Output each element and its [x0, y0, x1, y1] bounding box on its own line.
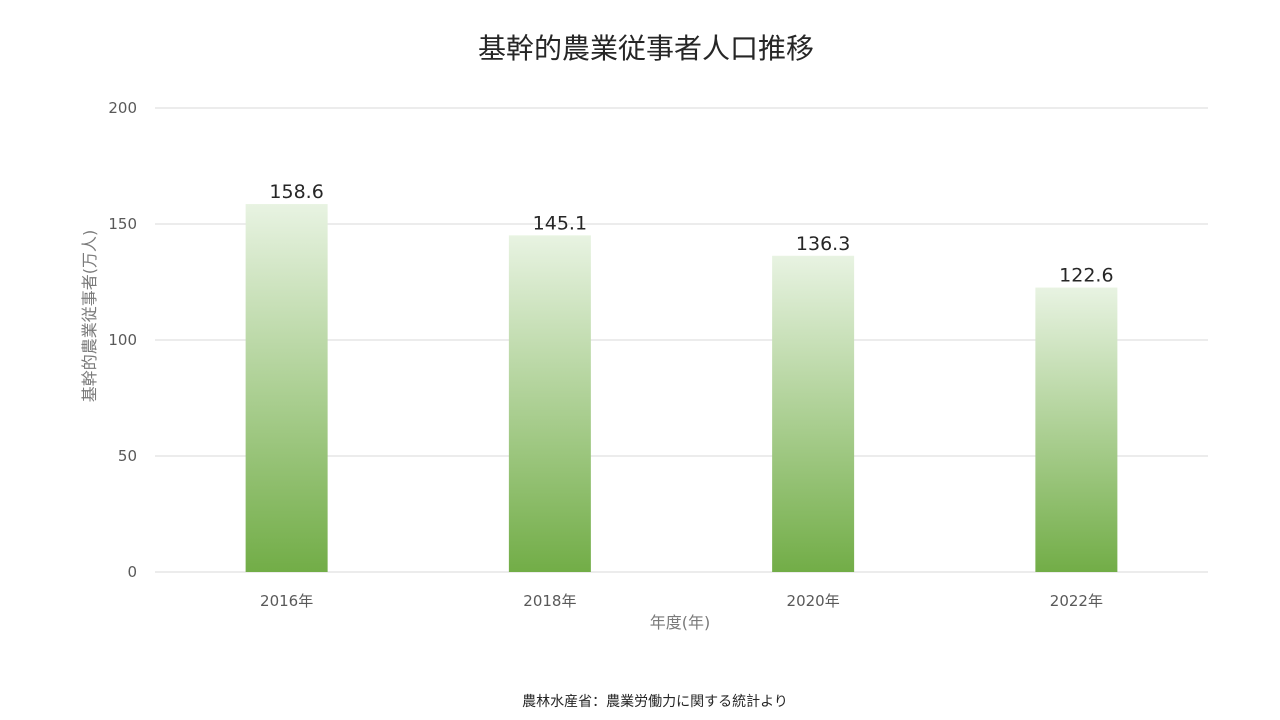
- bar: [772, 255, 855, 572]
- data-labels: 158.6 145.1 136.3 122.6: [269, 181, 1113, 287]
- y-tick-label: 100: [108, 331, 137, 349]
- x-axis-label: 年度(年): [650, 613, 711, 632]
- gridlines: [155, 107, 1208, 573]
- y-tick-label: 200: [108, 99, 137, 117]
- data-label: 136.3: [796, 233, 850, 255]
- data-label: 158.6: [269, 181, 323, 203]
- bar: [1035, 287, 1118, 572]
- x-tick-label: 2022年: [1050, 592, 1103, 610]
- data-label: 122.6: [1059, 265, 1113, 287]
- x-tick-label: 2016年: [260, 592, 313, 610]
- y-tick-label: 50: [118, 447, 137, 465]
- x-tick-label: 2018年: [523, 592, 576, 610]
- bars: [245, 204, 1118, 573]
- chart-title: 基幹的農業従事者人口推移: [478, 32, 814, 65]
- bar: [508, 235, 591, 573]
- y-axis-label: 基幹的農業従事者(万人): [80, 230, 99, 403]
- y-tick-label: 150: [108, 215, 137, 233]
- y-tick-label: 0: [127, 563, 137, 581]
- y-axis-ticks: 0 50 100 150 200: [108, 99, 137, 581]
- x-axis-ticks: 2016年 2018年 2020年 2022年: [260, 592, 1103, 610]
- bar: [245, 204, 328, 572]
- x-tick-label: 2020年: [787, 592, 840, 610]
- data-label: 145.1: [533, 212, 587, 234]
- source-note: 農林水産省：農業労働力に関する統計より: [522, 694, 788, 710]
